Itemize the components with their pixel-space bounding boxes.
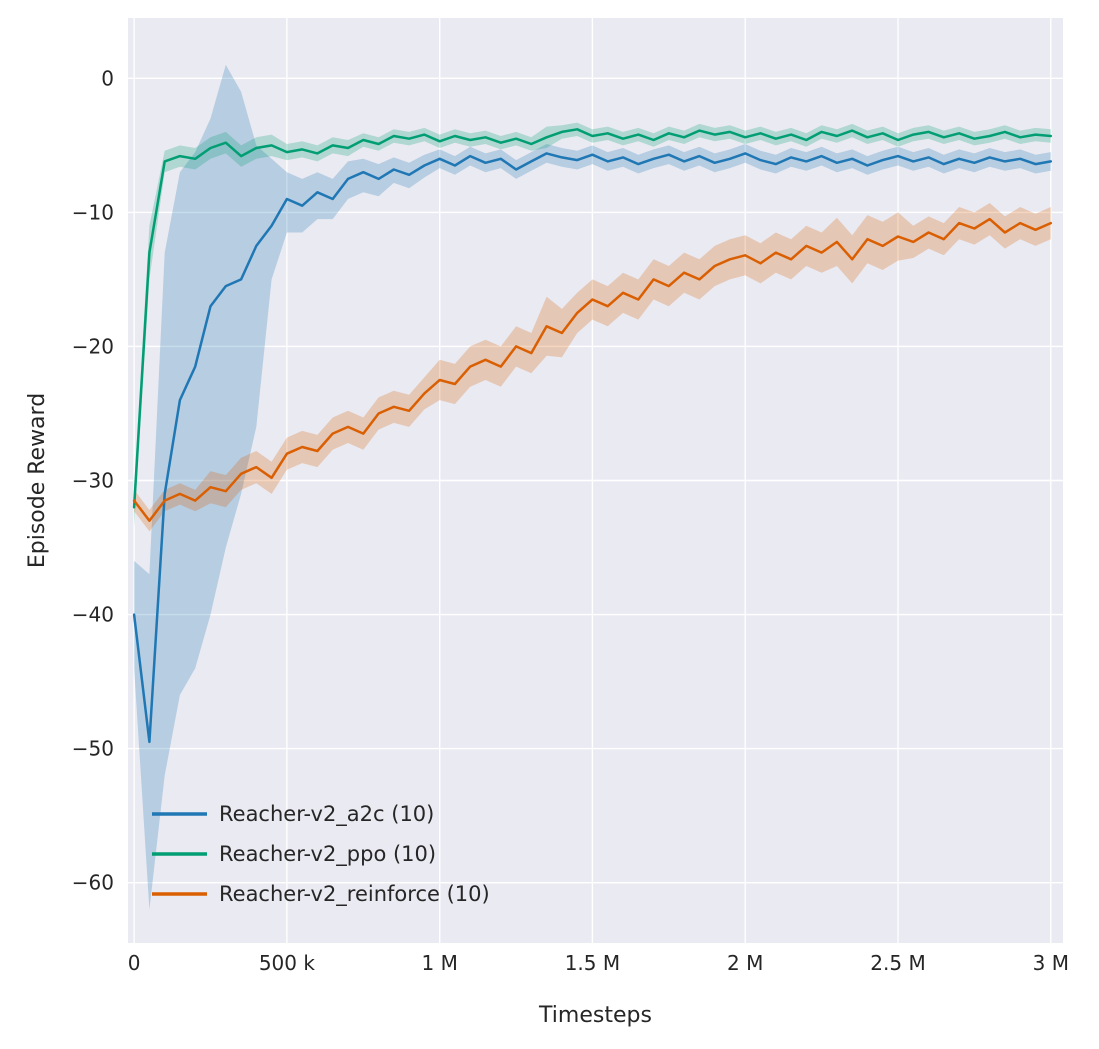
legend-label: Reacher-v2_ppo (10) xyxy=(219,842,436,867)
x-tick-label: 1.5 M xyxy=(565,951,620,975)
y-tick-label: −60 xyxy=(72,871,114,895)
x-tick-label: 3 M xyxy=(1033,951,1069,975)
legend-item-a2c: Reacher-v2_a2c (10) xyxy=(152,802,434,827)
series-line-reinforce xyxy=(132,217,1053,522)
x-axis-label: Timesteps xyxy=(538,1003,652,1028)
x-tick-label: 500 k xyxy=(259,951,316,975)
y-tick-label: −50 xyxy=(72,737,114,761)
x-tick-label: 1 M xyxy=(422,951,458,975)
legend-label: Reacher-v2_reinforce (10) xyxy=(219,882,490,907)
series-band-a2c xyxy=(134,64,1051,910)
legend-item-reinforce: Reacher-v2_reinforce (10) xyxy=(152,882,490,907)
x-tick-label: 2 M xyxy=(727,951,763,975)
x-tick-label: 0 xyxy=(128,951,141,975)
legend-label: Reacher-v2_a2c (10) xyxy=(219,802,434,827)
legend-item-ppo: Reacher-v2_ppo (10) xyxy=(152,842,436,867)
y-axis-label: Episode Reward xyxy=(25,393,50,568)
x-tick-label: 2.5 M xyxy=(870,951,925,975)
y-tick-label: −40 xyxy=(72,603,114,627)
series-line-a2c xyxy=(132,152,1053,744)
y-tick-label: −10 xyxy=(72,200,114,224)
y-tick-label: −30 xyxy=(72,469,114,493)
y-tick-label: 0 xyxy=(101,66,114,90)
series-band-reinforce xyxy=(134,203,1051,532)
series-line-ppo xyxy=(132,128,1053,509)
y-tick-label: −20 xyxy=(72,334,114,358)
